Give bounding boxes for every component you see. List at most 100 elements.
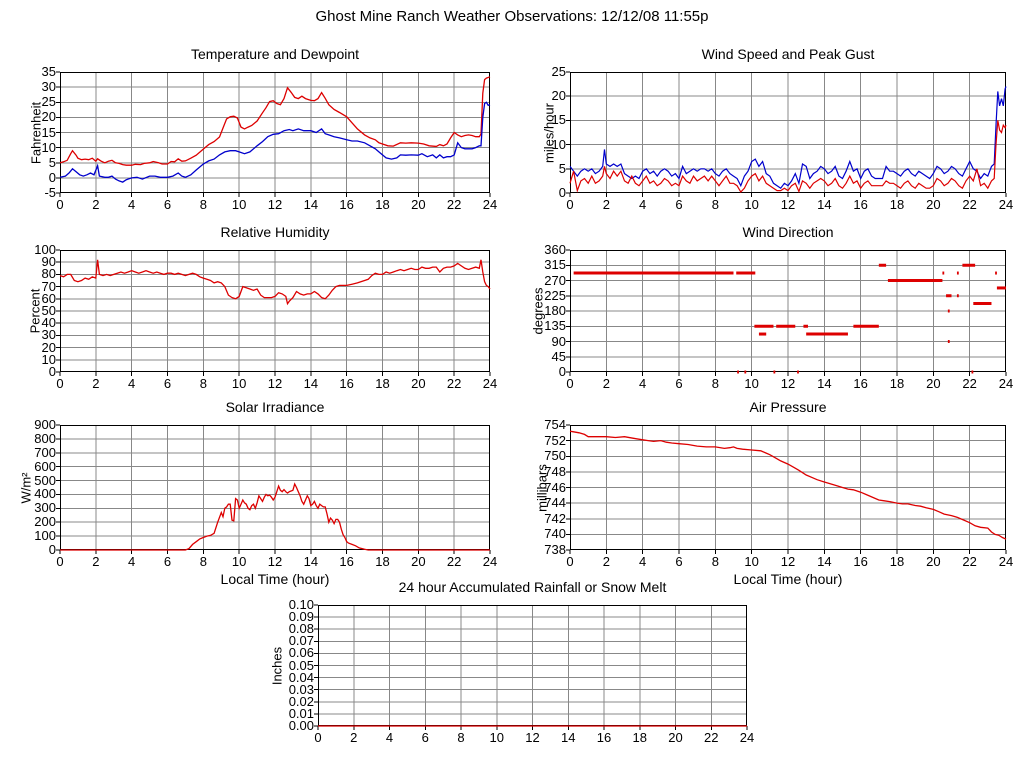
y-axis-label: Percent: [27, 288, 43, 334]
x-tick-label: 18: [889, 376, 905, 391]
x-tick-label: 14: [303, 197, 319, 212]
x-tick-label: 6: [675, 554, 683, 569]
x-tick-label: 20: [668, 730, 683, 745]
x-tick-label: 6: [421, 730, 429, 745]
chart-title: Wind Direction: [742, 224, 834, 240]
y-tick-label: 10: [41, 351, 56, 367]
chart-rainfall: 0 2 4 6 8 10 12 14 16 18 20 22 24 0.00 0.01 0.02 0.03 0.0…: [270, 579, 755, 745]
chart-title: Wind Speed and Peak Gust: [701, 46, 875, 62]
x-tick-label: 14: [817, 197, 832, 212]
x-tick-label: 0: [56, 554, 64, 569]
y-tick-label: 400: [34, 486, 56, 502]
x-tick-label: 20: [411, 197, 426, 212]
x-tick-label: 6: [675, 197, 683, 212]
y-axis-label: millibars: [534, 463, 550, 512]
x-tick-label: 16: [339, 197, 354, 212]
y-tick-label: 5: [558, 160, 566, 176]
y-tick-label: 80: [41, 266, 56, 282]
x-tick-label: 24: [482, 376, 498, 391]
y-tick-label: 0: [558, 364, 566, 379]
plot-border: [60, 72, 490, 193]
x-tick-label: 8: [199, 376, 207, 391]
y-tick-label: 0.08: [288, 621, 314, 637]
x-tick-label: 20: [926, 376, 941, 391]
chart-temperature-dewpoint: 0 2 4 6 8 10 12 14 16 18 20 22 24 -5 0 5 10 15 20 25 30 35 Tem…: [29, 46, 498, 212]
x-tick-label: 2: [92, 197, 100, 212]
y-tick-label: 30: [41, 79, 56, 95]
x-tick-label: 24: [998, 376, 1014, 391]
x-tick-label: 16: [339, 554, 354, 569]
y-tick-label: 70: [41, 278, 56, 294]
x-tick-label: 22: [446, 197, 462, 212]
y-tick-label: 800: [34, 430, 56, 446]
x-tick-label: 14: [303, 554, 319, 569]
y-tick-label: 180: [544, 303, 566, 318]
x-tick-label: 0: [56, 376, 64, 391]
x-tick-label: 12: [780, 197, 796, 212]
series-solar-irradiance: [60, 482, 490, 551]
x-tick-label: 24: [998, 554, 1014, 569]
y-tick-label: 0.03: [288, 681, 314, 697]
x-tick-label: 16: [339, 376, 354, 391]
x-tick-label: 10: [231, 197, 247, 212]
x-tick-label: 8: [457, 730, 465, 745]
x-tick-label: 20: [411, 376, 426, 391]
x-tick-label: 24: [482, 554, 498, 569]
x-tick-label: 0: [56, 197, 64, 212]
y-tick-label: 738: [544, 542, 566, 557]
x-tick-label: 8: [711, 197, 719, 212]
y-tick-label: 0.01: [288, 705, 314, 721]
x-tick-label: 14: [303, 376, 319, 391]
chart-relative-humidity: 0 2 4 6 8 10 12 14 16 18 20 22 24 0 10 20 30 40 50 60 70 80 90…: [28, 224, 498, 391]
x-tick-label: 8: [711, 376, 719, 391]
x-tick-label: 6: [163, 197, 172, 212]
x-tick-label: 12: [780, 554, 796, 569]
y-tick-label: 0: [48, 169, 56, 185]
x-tick-label: 8: [199, 554, 207, 569]
plot-area: [566, 249, 1007, 376]
x-tick-label: 20: [926, 197, 941, 212]
chart-wind-speed-gust: 0 2 4 6 8 10 12 14 16 18 20 22 24 0 5 10 15 20 25 Wind Spee…: [542, 46, 1014, 212]
y-tick-label: 60: [41, 290, 56, 306]
y-axis-label: degrees: [530, 287, 546, 335]
x-tick-label: 6: [163, 554, 172, 569]
y-tick-label: 746: [544, 479, 566, 495]
x-tick-label: 22: [962, 376, 977, 391]
plot-border: [570, 250, 1006, 372]
x-tick-label: 10: [744, 554, 759, 569]
y-tick-label: 5: [48, 154, 56, 170]
x-tick-label: 10: [744, 376, 759, 391]
chart-air-pressure: 0 2 4 6 8 10 12 14 16 18 20 22 24 738 740 742 744 746 748 7…: [535, 399, 1014, 587]
x-tick-label: 22: [446, 376, 462, 391]
y-tick-label: 20: [551, 88, 566, 104]
y-tick-label: 300: [34, 500, 56, 516]
x-tick-label: 10: [231, 376, 247, 391]
x-tick-label: 16: [596, 730, 612, 745]
y-tick-label: 0: [48, 542, 56, 557]
series-air-pressure: [569, 430, 1007, 540]
y-tick-label: 20: [41, 109, 56, 125]
y-tick-label: -5: [44, 185, 56, 200]
y-tick-label: 90: [551, 333, 566, 349]
x-tick-label: 18: [375, 376, 390, 391]
plot-border: [570, 72, 1006, 193]
x-tick-label: 18: [632, 730, 647, 745]
x-tick-label: 18: [889, 197, 905, 212]
chart-title: 24 hour Accumulated Rainfall or Snow Mel…: [398, 579, 667, 595]
x-tick-label: 6: [163, 376, 172, 391]
y-tick-label: 100: [34, 242, 56, 257]
x-tick-label: 2: [602, 197, 610, 212]
x-axis-label: Local Time (hour): [733, 571, 843, 587]
y-tick-label: 0: [558, 185, 566, 200]
x-tick-label: 24: [739, 730, 755, 745]
chart-title: Temperature and Dewpoint: [190, 46, 360, 62]
x-tick-label: 18: [889, 554, 905, 569]
x-tick-label: 4: [128, 376, 136, 391]
x-tick-label: 10: [489, 730, 504, 745]
plot-area: [566, 71, 1007, 197]
y-tick-label: 0.09: [288, 609, 314, 625]
y-tick-label: 225: [544, 287, 566, 303]
series-peak-gust: [569, 86, 1007, 190]
x-tick-label: 22: [446, 554, 462, 569]
x-tick-label: 2: [92, 376, 100, 391]
